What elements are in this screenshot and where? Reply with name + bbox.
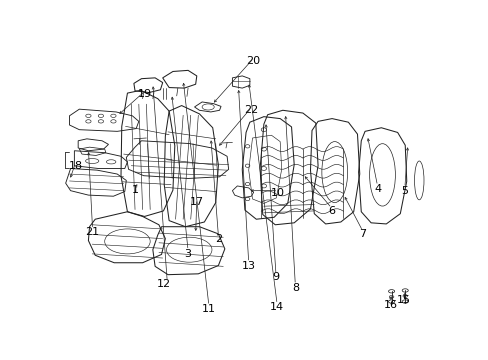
Text: 1: 1 [131, 185, 138, 195]
Text: 5: 5 [401, 186, 407, 196]
Text: 16: 16 [383, 300, 397, 310]
Text: 9: 9 [272, 273, 279, 283]
Text: 20: 20 [246, 56, 260, 66]
Text: 21: 21 [85, 227, 100, 237]
Text: 3: 3 [184, 249, 191, 259]
Text: 8: 8 [291, 283, 298, 293]
Text: 18: 18 [68, 161, 82, 171]
Text: 11: 11 [202, 304, 216, 314]
Text: 13: 13 [241, 261, 255, 270]
Text: 22: 22 [244, 105, 258, 115]
Text: 12: 12 [156, 279, 170, 289]
Text: 17: 17 [189, 197, 203, 207]
Text: 6: 6 [327, 206, 335, 216]
Text: 7: 7 [359, 229, 366, 239]
Text: 10: 10 [271, 188, 285, 198]
Text: 14: 14 [269, 302, 284, 312]
Text: 19: 19 [138, 89, 152, 99]
Text: 2: 2 [214, 234, 222, 244]
Text: 4: 4 [373, 184, 380, 194]
Text: 15: 15 [396, 294, 410, 305]
